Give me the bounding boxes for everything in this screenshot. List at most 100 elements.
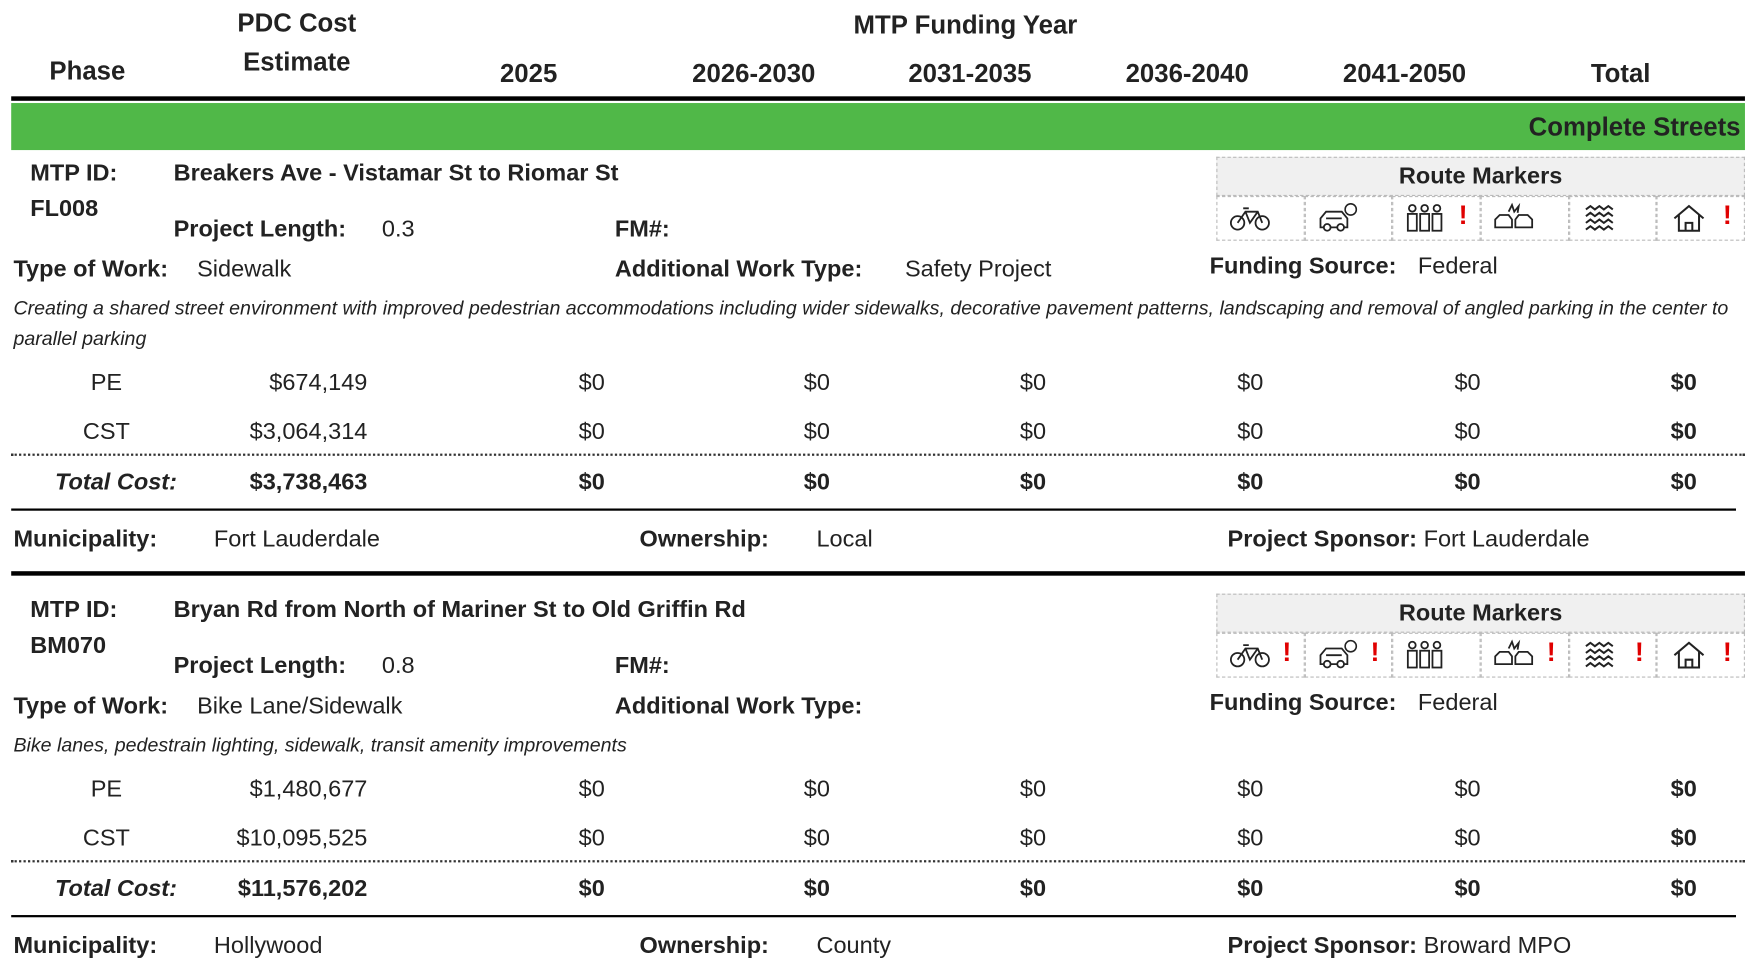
value: Safety Project <box>904 256 1052 283</box>
year-amount: $0 <box>578 825 605 852</box>
cost-estimate: $3,738,463 <box>249 469 368 496</box>
marker-icon <box>1674 204 1705 232</box>
value: Bike Lane/Sidewalk <box>197 693 403 720</box>
total-amount: $0 <box>1670 369 1697 396</box>
phase: PE <box>90 369 123 396</box>
alert: ! <box>1282 637 1292 668</box>
year-amount: $0 <box>1237 369 1264 396</box>
year-amount: $0 <box>1454 418 1481 445</box>
total-amount: $0 <box>1670 418 1697 445</box>
description: Creating a shared street environment wit… <box>13 296 1729 350</box>
year-amount: $0 <box>803 418 830 445</box>
year-amount: $0 <box>1454 776 1481 802</box>
marker-icon <box>1319 639 1357 669</box>
value: County <box>816 932 892 959</box>
marker-icon <box>1584 641 1614 668</box>
label: MTP ID: <box>30 596 118 623</box>
value: Fort Lauderdale <box>1423 526 1590 553</box>
value: Broward MPO <box>1423 932 1572 959</box>
year-amount: $0 <box>1454 825 1481 852</box>
year-amount: $0 <box>578 369 605 396</box>
route-marker <box>1392 632 1481 678</box>
project-list: MTP ID: FL008 Breakers Ave - Vistamar St t… <box>0 156 1747 975</box>
route-marker <box>1304 196 1393 241</box>
project-header: MTP ID: FL008 Breakers Ave - Vistamar St t… <box>0 156 1747 294</box>
label: FM#: <box>614 652 670 679</box>
cost-estimate: $10,095,525 <box>236 825 368 852</box>
route-markers-header: Route Markers <box>1216 593 1745 633</box>
label: FM#: <box>614 216 670 242</box>
year-amount: $0 <box>578 776 605 802</box>
year-amount: $0 <box>1454 369 1481 396</box>
cost-table: PE $674,149 $0 $0 $0 $0 $0 $0 CST $3,064,314 $0 $0 $… <box>0 354 1747 594</box>
label: Additional Work Type: <box>614 693 863 720</box>
year-amount: $0 <box>1237 776 1264 802</box>
phase: CST <box>82 418 130 445</box>
label: Ownership: <box>639 932 769 959</box>
value: 0.8 <box>381 652 415 679</box>
cost-estimate: $11,576,202 <box>237 875 368 902</box>
value: 0.3 <box>381 216 415 242</box>
project-id: FL008 <box>30 196 99 222</box>
route-markers-title: Route Markers <box>1398 163 1563 190</box>
label: Municipality: <box>13 526 158 553</box>
value: Fort Lauderdale <box>213 526 380 553</box>
year-amount: $0 <box>1019 418 1047 445</box>
sponsor: Project Sponsor: Broward MPO <box>1228 931 1572 962</box>
cost-estimate: $3,064,314 <box>249 418 368 445</box>
value: Federal <box>1417 689 1498 716</box>
marker-icon <box>1584 204 1614 231</box>
route-marker: ! <box>1304 632 1393 678</box>
value: Federal <box>1417 253 1498 279</box>
rule <box>11 508 1737 511</box>
dotted-rule <box>11 860 1745 863</box>
header-rule <box>11 96 1745 101</box>
label: Funding Source: <box>1209 253 1397 279</box>
value: Hollywood <box>213 932 323 959</box>
year-amount: $0 <box>803 825 830 852</box>
label: Project Length: <box>173 216 347 242</box>
cost-table: PE $1,480,677 $0 $0 $0 $0 $0 $0 CST $10,095,525 $0… <box>0 760 1747 975</box>
label: Project Sponsor: <box>1227 526 1418 553</box>
marker-icon <box>1229 644 1270 668</box>
header-cell: 2026-2030 <box>692 58 816 88</box>
project: MTP ID: FL008 Breakers Ave - Vistamar St t… <box>0 156 1747 594</box>
route-marker: ! <box>1656 196 1745 241</box>
marker-icon <box>1674 641 1705 669</box>
year-amount: $0 <box>1019 825 1047 852</box>
route-marker: ! <box>1568 632 1657 678</box>
header-cell: Estimate <box>243 47 351 77</box>
route-markers-header: Route Markers <box>1216 156 1745 196</box>
marker-icon <box>1407 640 1443 669</box>
year-amount: $0 <box>1237 469 1264 496</box>
value: Local <box>816 526 873 553</box>
label: Additional Work Type: <box>614 256 863 283</box>
header-cell: 2036-2040 <box>1125 58 1249 88</box>
header-cell: Total <box>1590 58 1651 88</box>
year-amount: $0 <box>803 369 830 396</box>
label: Type of Work: <box>13 256 169 283</box>
label: Municipality: <box>13 932 158 959</box>
header-cell: PDC Cost <box>237 7 357 37</box>
description: Bike lanes, pedestrain lighting, sidewal… <box>13 733 627 756</box>
label: Funding Source: <box>1209 689 1397 716</box>
cost-estimate: $1,480,677 <box>249 776 368 802</box>
year-amount: $0 <box>803 469 830 496</box>
total-amount: $0 <box>1670 875 1697 902</box>
year-amount: $0 <box>578 875 605 902</box>
marker-icon <box>1229 207 1270 231</box>
label: Project Sponsor: <box>1227 932 1418 959</box>
label: Project Length: <box>173 652 347 679</box>
year-amount: $0 <box>578 469 605 496</box>
project-name: Bryan Rd from North of Mariner St to Old… <box>173 596 746 623</box>
header-cell: Phase <box>49 56 126 86</box>
sponsor: Project Sponsor: Fort Lauderdale <box>1228 524 1590 555</box>
section-title: Complete Streets <box>1528 112 1741 142</box>
year-amount: $0 <box>1019 369 1047 396</box>
year-amount: $0 <box>803 776 830 802</box>
year-amount: $0 <box>1237 825 1264 852</box>
total-amount: $0 <box>1670 469 1697 496</box>
project-header: MTP ID: BM070 Bryan Rd from North of Marin… <box>0 593 1747 731</box>
route-marker <box>1480 196 1569 241</box>
